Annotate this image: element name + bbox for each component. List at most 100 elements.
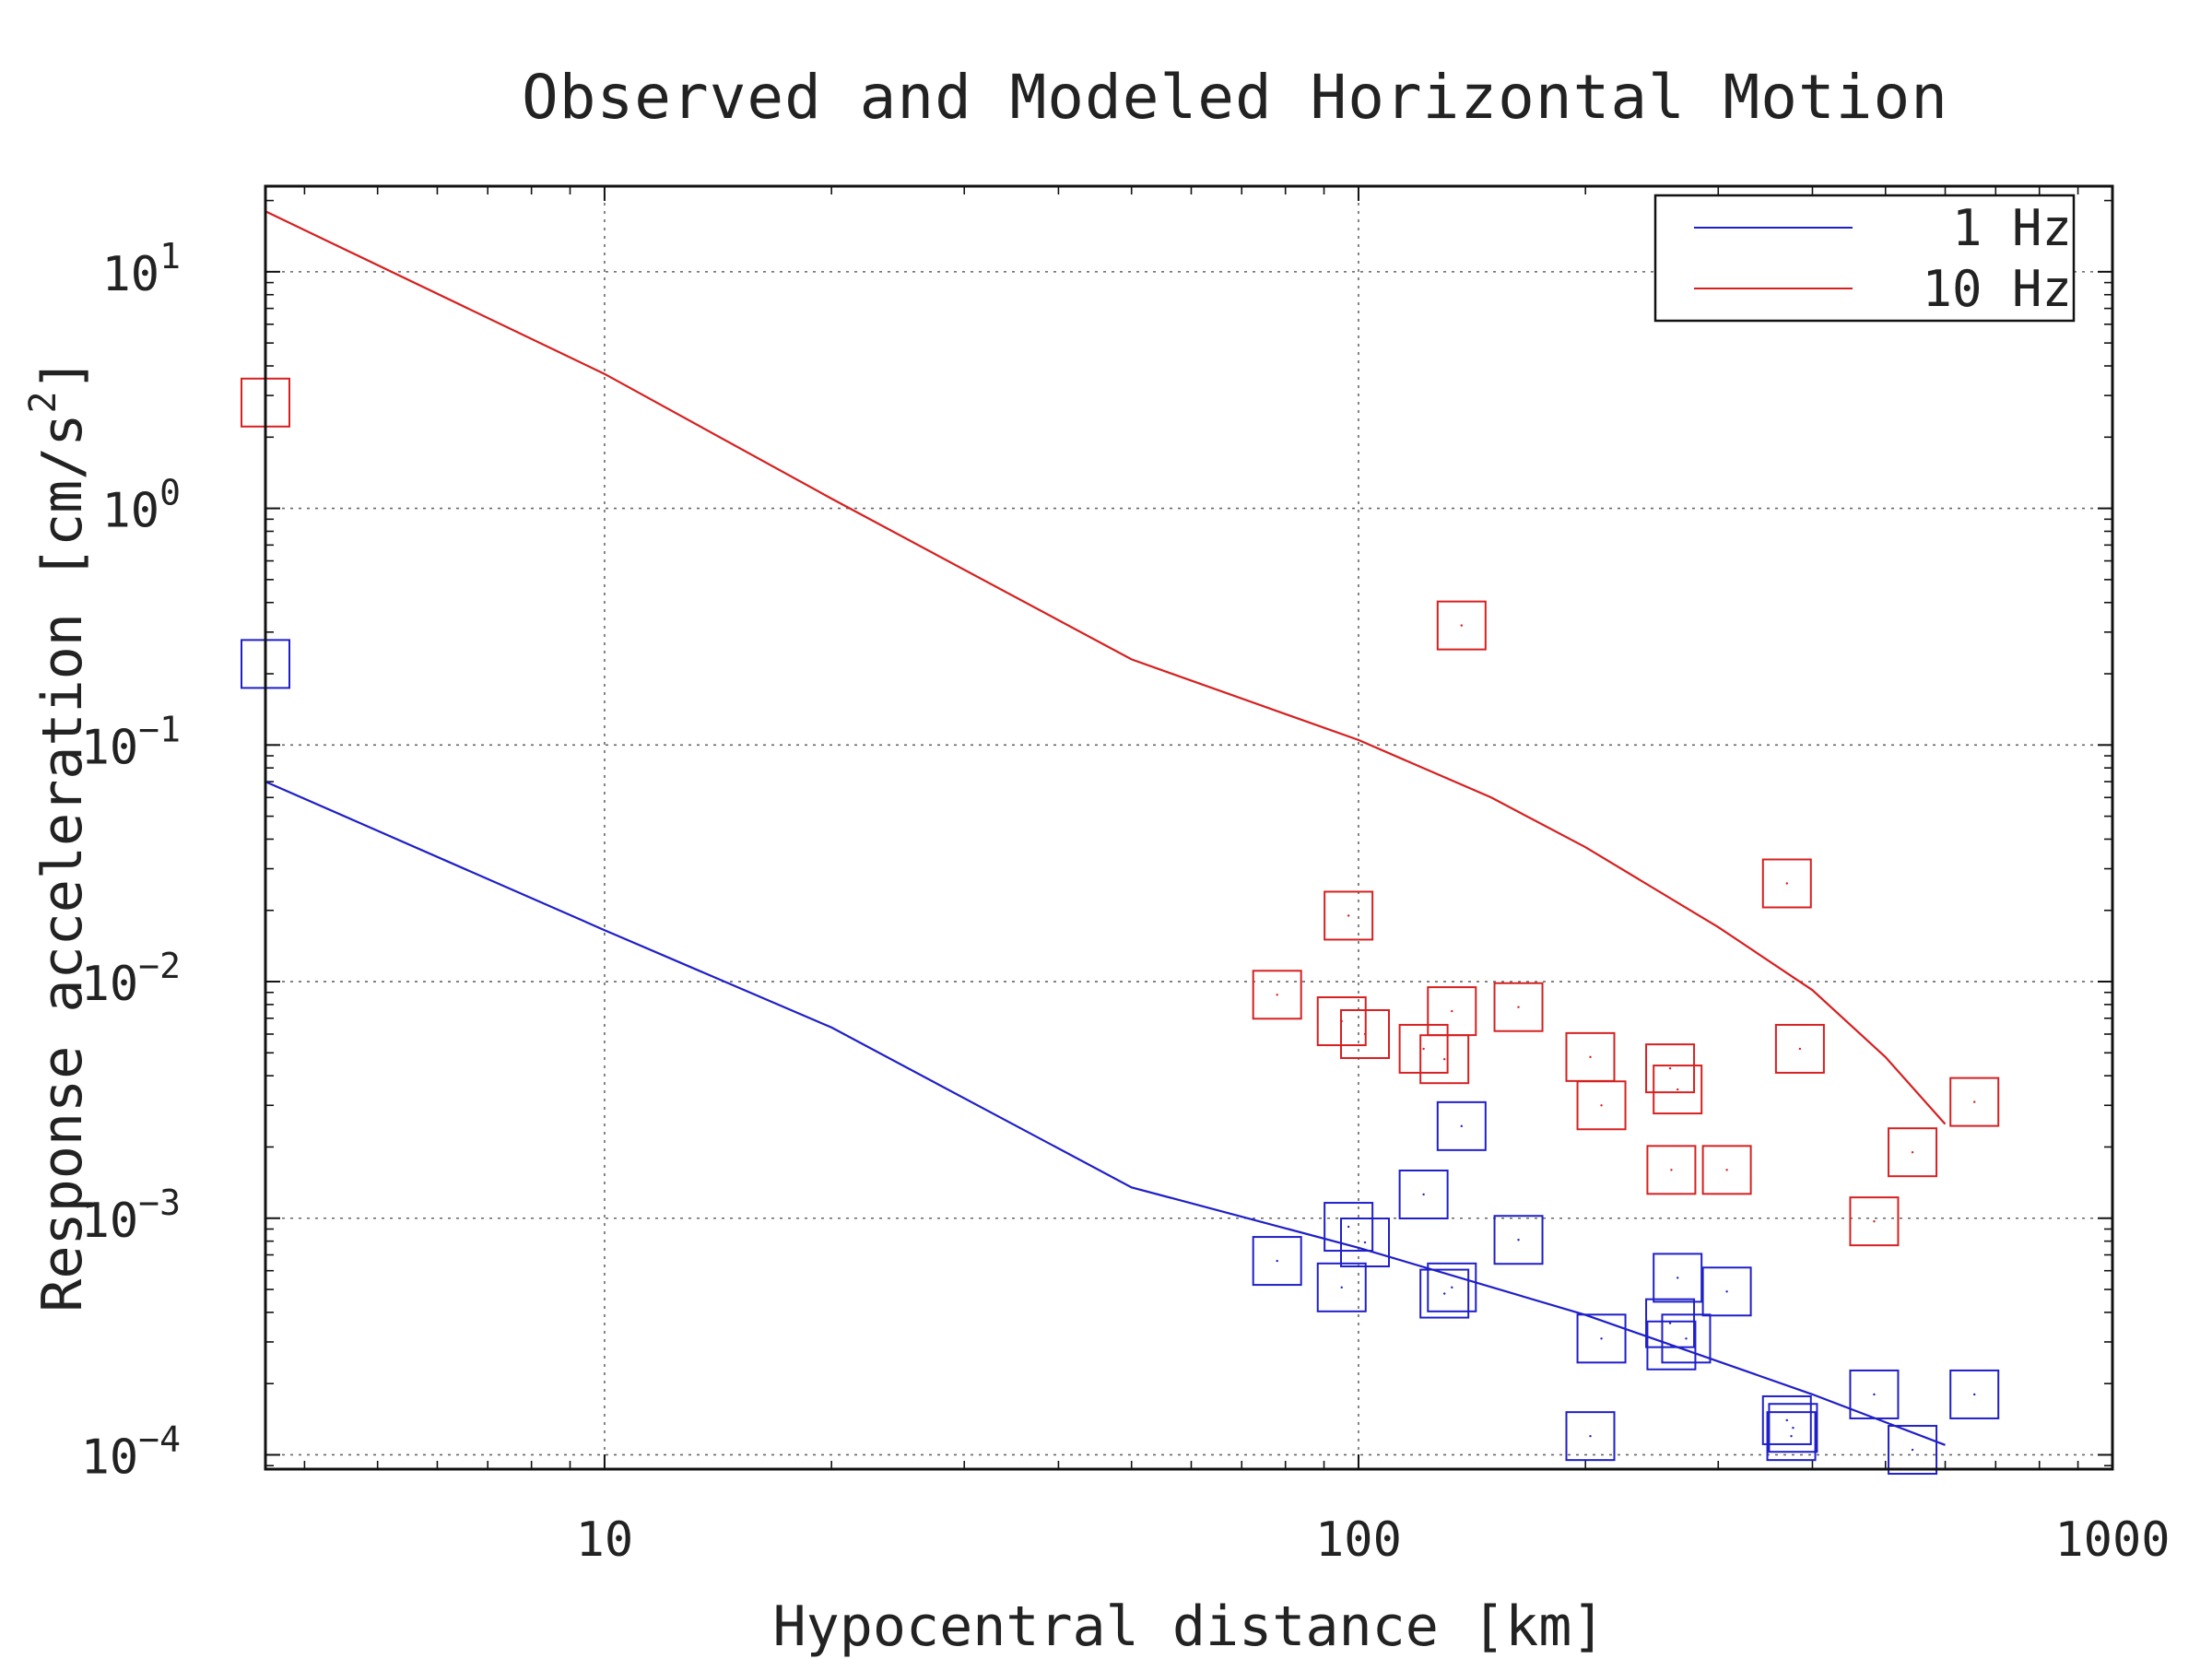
- observed-point-center: [1460, 624, 1464, 627]
- y-tick-label: 100: [101, 473, 181, 539]
- y-axis-label: Response acceleration [cm/s2]: [22, 358, 95, 1312]
- model-line-10hz: [265, 210, 1947, 1125]
- observed-point-center: [1790, 1434, 1793, 1438]
- observed-point-center: [1668, 1322, 1672, 1324]
- y-axis-label-main: Response acceleration [cm/s: [30, 413, 95, 1312]
- observed-point-center: [1363, 1241, 1367, 1244]
- observed-point-center: [1589, 1434, 1592, 1438]
- observed-point-center: [1451, 1009, 1453, 1013]
- observed-point-center: [1785, 882, 1788, 885]
- observed-point-10hz: [1774, 1023, 1825, 1074]
- y-tick-label: 10−2: [81, 946, 181, 1012]
- observed-point-center: [1873, 1393, 1876, 1396]
- legend-box: [1653, 194, 2076, 323]
- observed-point-center: [1589, 1055, 1592, 1059]
- y-tick-base: 10: [101, 247, 159, 302]
- observed-point-center: [1347, 1225, 1350, 1229]
- observed-point-1hz: [1761, 1394, 1812, 1445]
- observed-point-1hz: [1645, 1298, 1696, 1348]
- y-tick-label: 101: [101, 236, 181, 302]
- observed-point-1hz: [1768, 1403, 1818, 1453]
- y-tick-exponent: −3: [138, 1182, 181, 1223]
- y-tick-label: 10−1: [81, 709, 181, 775]
- observed-point-center: [1460, 1124, 1464, 1128]
- observed-point-center: [1276, 1259, 1278, 1263]
- y-tick-exponent: −4: [138, 1418, 181, 1459]
- observed-point-1hz: [1849, 1369, 1900, 1419]
- observed-point-center: [1276, 994, 1278, 996]
- y-axis-label-end: ]: [30, 358, 95, 391]
- observed-point-1hz: [1436, 1100, 1487, 1151]
- observed-point-10hz: [1339, 1008, 1390, 1059]
- observed-point-center: [1670, 1344, 1673, 1347]
- observed-point-center: [1451, 1286, 1453, 1289]
- observed-point-center: [1792, 1427, 1794, 1430]
- observed-point-10hz: [1888, 1127, 1938, 1178]
- observed-point-10hz: [1949, 1077, 2000, 1127]
- observed-point-center: [1725, 1290, 1728, 1293]
- observed-point-10hz: [1436, 600, 1487, 651]
- observed-point-center: [1442, 1058, 1446, 1061]
- legend-label-1hz: 1 Hz: [1952, 199, 2072, 257]
- observed-point-center: [1676, 1088, 1679, 1091]
- observed-point-1hz: [1661, 1313, 1712, 1364]
- chart-title: Observed and Modeled Horizontal Motion: [522, 62, 1948, 133]
- x-tick-label: 100: [1315, 1512, 1402, 1568]
- legend-label-10hz: 10 Hz: [1922, 260, 2072, 318]
- x-axis-label: Hypocentral distance [km]: [772, 1594, 1605, 1659]
- observed-point-center: [1600, 1104, 1603, 1107]
- y-tick-exponent: −2: [138, 946, 181, 986]
- observed-point-center: [1911, 1448, 1914, 1452]
- observed-point-1hz: [1701, 1266, 1752, 1317]
- observed-point-10hz: [1427, 986, 1477, 1037]
- grid: [265, 186, 2112, 1469]
- observed-point-1hz: [1653, 1253, 1703, 1303]
- legend: 1 Hz 10 Hz: [1653, 194, 2076, 323]
- observed-point-center: [1785, 1418, 1788, 1422]
- x-tick-label: 1000: [2054, 1512, 2170, 1568]
- observed-point-1hz: [1427, 1262, 1477, 1312]
- observed-point-10hz: [1645, 1043, 1696, 1094]
- observed-point-10hz: [1761, 858, 1812, 909]
- observed-point-center: [1685, 1337, 1688, 1340]
- y-tick-exponent: 0: [159, 473, 181, 513]
- y-tick-base: 10: [81, 1430, 139, 1485]
- observed-point-1hz: [1252, 1236, 1302, 1287]
- observed-point-center: [1873, 1219, 1876, 1223]
- y-tick-label: 10−4: [81, 1418, 181, 1485]
- y-tick-exponent: 1: [159, 236, 181, 276]
- observed-point-10hz: [1653, 1065, 1703, 1115]
- observed-point-center: [1600, 1337, 1603, 1340]
- observed-point-1hz: [1493, 1215, 1544, 1265]
- observed-point-1hz: [1339, 1218, 1390, 1268]
- observed-point-1hz: [1888, 1425, 1938, 1476]
- observed-point-center: [1517, 1006, 1520, 1008]
- observed-point-center: [1517, 1239, 1520, 1241]
- observed-point-1hz: [1949, 1369, 2000, 1419]
- y-axis-label-exponent: 2: [22, 391, 65, 413]
- x-tick-label: 10: [576, 1512, 634, 1568]
- observed-point-1hz: [1398, 1169, 1449, 1219]
- observed-point-10hz: [1324, 890, 1374, 941]
- y-tick-exponent: −1: [138, 709, 181, 749]
- observed-point-center: [1422, 1047, 1425, 1051]
- observed-point-center: [1442, 1292, 1446, 1295]
- observed-point-1hz: [1419, 1268, 1470, 1319]
- observed-markers: [241, 377, 2000, 1476]
- observed-point-center: [1973, 1393, 1976, 1396]
- observed-point-1hz: [1324, 1202, 1374, 1253]
- x-tick-labels: 10 100 1000: [576, 1512, 2171, 1568]
- model-lines: [265, 210, 1947, 1446]
- observed-point-center: [1798, 1047, 1802, 1051]
- plot-frame: [264, 184, 2114, 1471]
- observed-point-center: [1422, 1193, 1425, 1196]
- observed-point-1hz: [1576, 1313, 1627, 1364]
- model-line-1hz: [265, 781, 1946, 1446]
- observed-point-center: [1911, 1150, 1914, 1154]
- observed-point-1hz: [1646, 1320, 1697, 1371]
- observed-point-center: [1725, 1169, 1728, 1171]
- observed-point-center: [1340, 1286, 1343, 1289]
- observed-point-1hz: [1766, 1411, 1817, 1462]
- observed-point-center: [1670, 1169, 1673, 1171]
